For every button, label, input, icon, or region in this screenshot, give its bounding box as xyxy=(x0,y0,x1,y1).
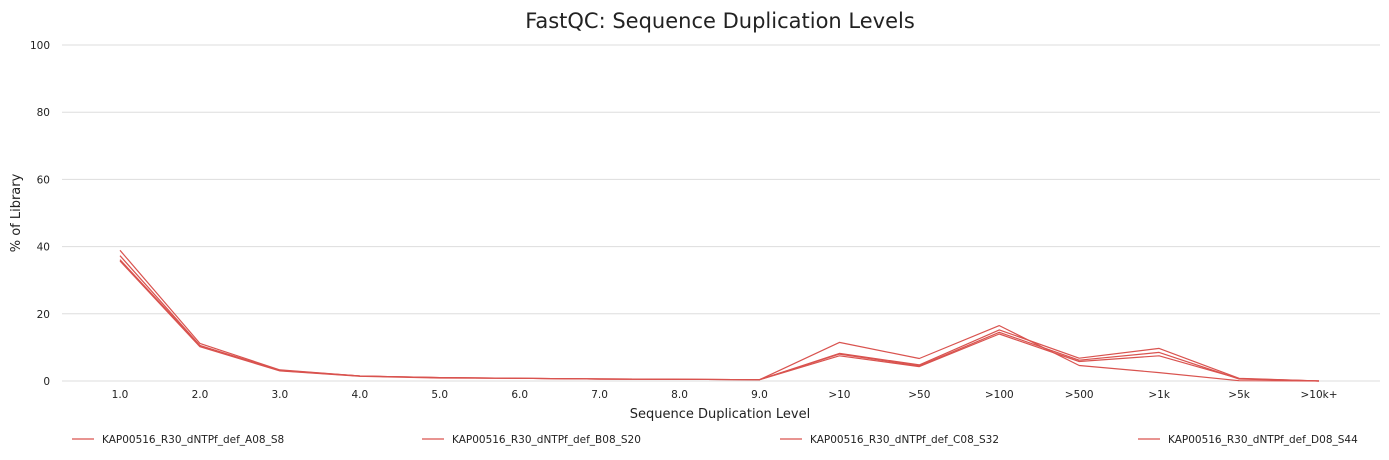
y-axis-label: % of Library xyxy=(9,173,24,252)
legend-label: KAP00516_R30_dNTPf_def_A08_S8 xyxy=(102,434,284,446)
x-tick-label: 7.0 xyxy=(591,389,608,401)
legend-label: KAP00516_R30_dNTPf_def_D08_S44 xyxy=(1168,434,1358,446)
y-axis-ticks: 0 20 40 60 80 100 xyxy=(30,40,50,388)
x-tick-label: >100 xyxy=(985,389,1014,401)
x-tick-label: 3.0 xyxy=(272,389,289,401)
x-tick-label: >500 xyxy=(1065,389,1094,401)
x-tick-label: 8.0 xyxy=(671,389,688,401)
x-tick-label: 4.0 xyxy=(351,389,368,401)
x-tick-label: >1k xyxy=(1148,389,1170,401)
legend-label: KAP00516_R30_dNTPf_def_B08_S20 xyxy=(452,434,641,446)
x-axis-ticks: 1.0 2.0 3.0 4.0 5.0 6.0 7.0 8.0 9.0 >10 >50 >100 >50… xyxy=(112,389,1338,401)
y-tick-label: 40 xyxy=(37,242,50,254)
y-tick-label: 20 xyxy=(37,309,50,321)
x-tick-label: 2.0 xyxy=(192,389,209,401)
y-tick-label: 80 xyxy=(37,107,50,119)
chart-title: FastQC: Sequence Duplication Levels xyxy=(525,9,915,33)
legend-item: KAP00516_R30_dNTPf_def_C08_S32 xyxy=(780,434,999,446)
series-line-4 xyxy=(119,259,1320,382)
legend-label: KAP00516_R30_dNTPf_def_C08_S32 xyxy=(810,434,999,446)
series-line-1 xyxy=(119,249,1320,382)
series-lines xyxy=(119,249,1320,382)
x-tick-label: 5.0 xyxy=(431,389,448,401)
x-tick-label: 6.0 xyxy=(511,389,528,401)
x-tick-label: 1.0 xyxy=(112,389,129,401)
x-tick-label: >5k xyxy=(1228,389,1250,401)
legend-item: KAP00516_R30_dNTPf_def_B08_S20 xyxy=(422,434,641,446)
series-line-2 xyxy=(119,255,1320,382)
x-tick-label: >10 xyxy=(828,389,850,401)
x-axis-label: Sequence Duplication Level xyxy=(630,407,810,422)
y-tick-label: 0 xyxy=(43,376,50,388)
series-line-3 xyxy=(119,260,1320,382)
x-tick-label: >10k+ xyxy=(1300,389,1337,401)
legend: KAP00516_R30_dNTPf_def_A08_S8 KAP00516_R3… xyxy=(72,434,1358,446)
x-tick-label: 9.0 xyxy=(751,389,768,401)
legend-item: KAP00516_R30_dNTPf_def_D08_S44 xyxy=(1138,434,1358,446)
y-tick-label: 100 xyxy=(30,40,50,52)
x-tick-label: >50 xyxy=(908,389,930,401)
y-tick-label: 60 xyxy=(37,174,50,186)
grid-lines xyxy=(62,44,1380,382)
legend-item: KAP00516_R30_dNTPf_def_A08_S8 xyxy=(72,434,284,446)
